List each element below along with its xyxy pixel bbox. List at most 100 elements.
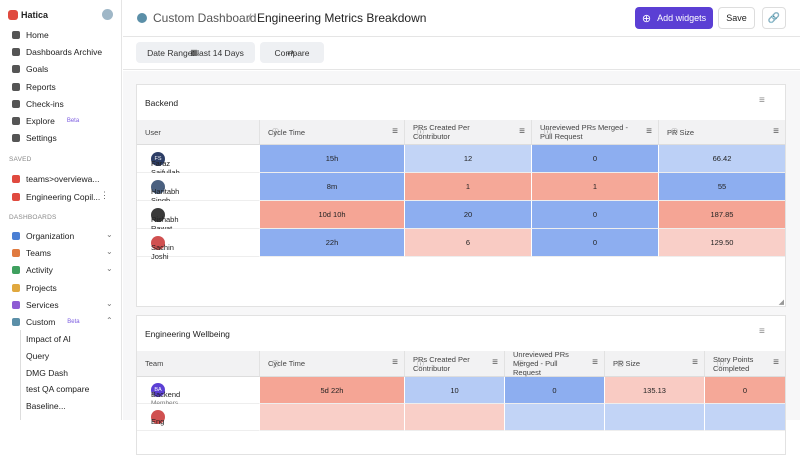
nav-icon — [12, 65, 20, 74]
row-label: Sachin Joshi — [137, 229, 260, 261]
nav-icon — [12, 48, 20, 57]
nav-label: Dashboards Archive — [26, 47, 103, 58]
nav-item[interactable]: teams>overviewa... — [26, 174, 116, 184]
nav-item[interactable]: Projects — [26, 283, 116, 293]
column-menu[interactable]: ≡ — [392, 125, 398, 137]
column-menu[interactable]: ≡ — [492, 357, 498, 368]
chevron: ⌄ — [106, 298, 113, 308]
dashboard-icon — [137, 13, 147, 23]
metric-cell: 1 — [532, 173, 659, 201]
metric-cell: 12 — [405, 145, 532, 173]
widget-menu[interactable]: ≡ — [759, 95, 765, 106]
metric-cell: 8m — [260, 173, 405, 201]
widget-title: Engineering Wellbeing — [145, 329, 230, 339]
nav-item[interactable]: Home — [26, 30, 116, 40]
more-icon[interactable]: ⋮ — [100, 190, 109, 200]
nav-item[interactable]: Teams — [26, 248, 116, 258]
chevron: ⌃ — [106, 316, 113, 325]
column-menu[interactable]: ≡ — [692, 357, 698, 368]
submenu-item[interactable]: Query — [26, 350, 50, 361]
column-label: PR Size — [667, 127, 695, 137]
info-icon: ⓘ — [671, 129, 678, 136]
filter-button[interactable]: ⇄ Compare ⌄ — [260, 42, 324, 63]
nav-item[interactable]: Reports — [26, 82, 116, 92]
widget-menu[interactable]: ≡ — [759, 326, 765, 337]
save-button[interactable]: Save — [718, 7, 755, 29]
nav-label: teams>overviewa... — [26, 174, 100, 184]
metric-cell: 0 — [532, 229, 659, 257]
column-header: Unreviewed PRs Merged - Pull Request ⓘ ≡ — [505, 350, 605, 377]
column-menu[interactable]: ≡ — [392, 357, 398, 368]
nav-label: Explore — [26, 116, 55, 126]
badge: Beta — [67, 319, 80, 325]
column-menu[interactable]: ≡ — [773, 357, 779, 368]
column-label: Cycle Time — [268, 359, 306, 368]
nav-item[interactable]: Engineering Copil... — [26, 192, 116, 202]
metric-cell: 10 — [405, 377, 505, 404]
metric-cell: 135.13 — [605, 377, 705, 404]
submenu-item[interactable]: Impact of AI — [26, 334, 71, 344]
submenu-item[interactable]: test QA compare — [26, 384, 90, 395]
resize-handle[interactable]: ◢ — [778, 299, 784, 306]
nav-item[interactable]: Dashboards Archive — [26, 47, 116, 57]
nav-icon — [12, 82, 20, 91]
nav-item[interactable]: Goals — [26, 64, 116, 74]
column-label: Unreviewed PRs Merged - Pull Request — [540, 123, 628, 141]
submenu-item[interactable]: DMG Dash — [26, 367, 69, 378]
nav-item[interactable]: Activity — [26, 265, 116, 275]
nav-icon — [12, 283, 20, 292]
breadcrumb[interactable]: Custom Dashboard — [153, 11, 257, 25]
nav-item[interactable]: Custom Beta — [26, 317, 116, 327]
nav-item[interactable]: Explore Beta — [26, 116, 116, 126]
avatar: BA — [151, 383, 165, 397]
nav-icon — [12, 193, 20, 201]
nav-label: Settings — [26, 133, 57, 144]
row-name: Sachin Joshi — [151, 242, 174, 261]
add-widgets-button[interactable]: ⊕ Add widgets — [635, 7, 713, 29]
nav-item[interactable]: Check-ins — [26, 99, 116, 109]
column-header: Team — [137, 351, 260, 377]
nav-label: Projects — [26, 282, 57, 293]
nav-icon — [12, 266, 20, 275]
nav-label: Home — [26, 30, 49, 40]
column-header: Unreviewed PRs Merged - Pull Request ⓘ ≡ — [532, 120, 659, 145]
nav-label: Services — [26, 299, 59, 310]
column-label: User — [145, 127, 161, 137]
column-menu[interactable]: ≡ — [773, 125, 779, 137]
column-header: User — [137, 120, 260, 145]
logo — [8, 10, 18, 20]
metric-cell: 15h — [260, 145, 405, 173]
nav-label: Activity — [26, 265, 53, 276]
info-icon: ⓘ — [417, 360, 424, 368]
add-widgets-label: Add widgets — [657, 13, 707, 23]
header: Custom Dashboard / Engineering Metrics B… — [123, 0, 800, 37]
column-header: PR Size ⓘ ≡ — [605, 351, 705, 377]
nav-item[interactable]: Settings — [26, 133, 116, 143]
nav-icon — [12, 249, 20, 258]
avatar — [151, 179, 165, 194]
column-label: Unreviewed PRs Merged - Pull Request — [513, 350, 569, 377]
filter-label: Compare — [274, 47, 310, 58]
column-menu[interactable]: ≡ — [519, 125, 525, 137]
chevron: ⌄ — [106, 264, 113, 274]
nav-icon — [12, 99, 20, 108]
submenu-item[interactable]: Baseline... — [26, 401, 66, 412]
column-menu[interactable]: ≡ — [592, 357, 598, 368]
column-header: PRs Created Per Contributor ⓘ ≡ — [405, 351, 505, 377]
profile-avatar[interactable] — [102, 9, 113, 20]
nav-label: Custom — [26, 317, 56, 327]
metric-cell: 10d 10h — [260, 201, 405, 229]
nav-item[interactable]: Services — [26, 300, 116, 310]
filter-button[interactable]: ▦ Date Range: last 14 Days ⌄ — [136, 42, 255, 63]
nav-item[interactable]: Organization — [26, 231, 116, 241]
chevron: ⌄ — [194, 48, 201, 57]
link-button[interactable]: 🔗 — [762, 7, 786, 29]
dashboard-canvas: Backend ≡ User Cycle Time ⓘ ≡ PRs Created Per … — [123, 71, 800, 455]
sidebar: Hatica Home Dashboards Archive Goals Report… — [0, 0, 122, 420]
avatar — [151, 207, 165, 222]
column-menu[interactable]: ≡ — [646, 125, 652, 137]
metric-cell: 5d 22h — [260, 377, 405, 404]
metric-cell: 22h — [260, 229, 405, 257]
